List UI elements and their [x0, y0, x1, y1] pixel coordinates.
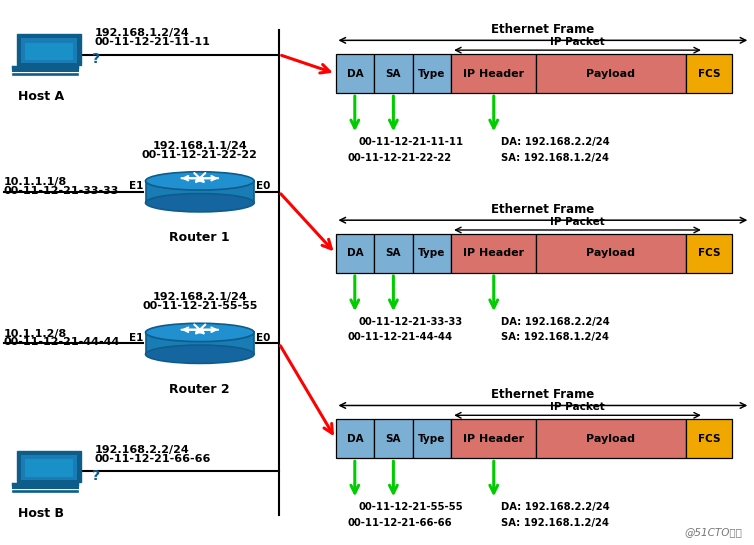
Text: IP Packet: IP Packet	[550, 37, 605, 47]
Text: Ethernet Frame: Ethernet Frame	[492, 203, 594, 216]
Bar	[374, 419, 412, 458]
Text: 00-11-12-21-33-33: 00-11-12-21-33-33	[359, 317, 463, 327]
Ellipse shape	[146, 345, 254, 364]
Ellipse shape	[146, 193, 254, 212]
Text: ?: ?	[93, 469, 100, 483]
Text: 00-11-12-21-66-66: 00-11-12-21-66-66	[94, 454, 210, 464]
Text: E0: E0	[256, 333, 271, 343]
Bar	[412, 54, 451, 93]
Text: 00-11-12-21-44-44: 00-11-12-21-44-44	[348, 332, 452, 342]
Text: SA: SA	[385, 434, 401, 444]
Text: 10.1.1.1/8: 10.1.1.1/8	[4, 177, 67, 187]
Text: IP Header: IP Header	[463, 249, 524, 258]
Text: Type: Type	[418, 434, 446, 444]
Text: 00-11-12-21-66-66: 00-11-12-21-66-66	[348, 518, 452, 528]
Text: DA: 192.168.2.2/24: DA: 192.168.2.2/24	[501, 317, 610, 327]
Text: FCS: FCS	[697, 434, 720, 444]
Text: Payload: Payload	[587, 249, 636, 258]
Ellipse shape	[146, 323, 254, 342]
FancyBboxPatch shape	[17, 34, 81, 65]
Bar	[412, 419, 451, 458]
Text: Host A: Host A	[18, 90, 65, 103]
Text: @51CTO博客: @51CTO博客	[685, 527, 743, 537]
Bar	[536, 419, 685, 458]
Text: 00-11-12-21-55-55: 00-11-12-21-55-55	[142, 301, 258, 311]
Bar	[685, 419, 732, 458]
Text: 00-11-12-21-33-33: 00-11-12-21-33-33	[4, 186, 119, 196]
Text: E1: E1	[129, 333, 143, 343]
Text: ?: ?	[93, 52, 100, 66]
Text: SA: SA	[385, 249, 401, 258]
Text: DA: DA	[347, 249, 363, 258]
FancyBboxPatch shape	[146, 332, 254, 354]
Text: DA: 192.168.2.2/24: DA: 192.168.2.2/24	[501, 502, 610, 512]
Text: 00-11-12-21-55-55: 00-11-12-21-55-55	[359, 502, 463, 512]
Text: SA: SA	[385, 69, 401, 78]
Text: Payload: Payload	[587, 69, 636, 78]
Text: Host B: Host B	[18, 507, 65, 520]
FancyBboxPatch shape	[146, 181, 254, 203]
Text: E0: E0	[256, 181, 271, 191]
Text: DA: DA	[347, 434, 363, 444]
Text: E1: E1	[129, 181, 143, 191]
FancyBboxPatch shape	[26, 43, 72, 60]
Bar	[336, 234, 374, 273]
Bar	[374, 54, 412, 93]
Text: 00-11-12-21-11-11: 00-11-12-21-11-11	[94, 37, 210, 47]
Text: Type: Type	[418, 69, 446, 78]
Text: FCS: FCS	[697, 249, 720, 258]
Bar	[451, 54, 536, 93]
Text: SA: 192.168.1.2/24: SA: 192.168.1.2/24	[501, 332, 609, 342]
Text: Ethernet Frame: Ethernet Frame	[492, 23, 594, 36]
FancyBboxPatch shape	[17, 451, 81, 482]
Text: 192.168.2.1/24: 192.168.2.1/24	[152, 292, 247, 302]
Text: 00-11-12-21-22-22: 00-11-12-21-22-22	[142, 150, 258, 160]
Text: Router 2: Router 2	[170, 383, 230, 396]
Text: DA: 192.168.2.2/24: DA: 192.168.2.2/24	[501, 137, 610, 147]
Ellipse shape	[146, 172, 254, 190]
Text: 00-11-12-21-22-22: 00-11-12-21-22-22	[348, 153, 452, 162]
Text: Payload: Payload	[587, 434, 636, 444]
Text: SA: 192.168.1.2/24: SA: 192.168.1.2/24	[501, 153, 609, 162]
FancyBboxPatch shape	[26, 459, 72, 477]
Text: 192.168.1.1/24: 192.168.1.1/24	[152, 141, 247, 150]
Text: 00-11-12-21-11-11: 00-11-12-21-11-11	[359, 137, 464, 147]
Text: SA: 192.168.1.2/24: SA: 192.168.1.2/24	[501, 518, 609, 528]
FancyBboxPatch shape	[21, 455, 78, 480]
Text: Type: Type	[418, 249, 446, 258]
Text: 00-11-12-21-44-44: 00-11-12-21-44-44	[4, 337, 120, 347]
Bar	[336, 419, 374, 458]
Text: Router 1: Router 1	[170, 231, 230, 244]
Bar	[685, 234, 732, 273]
Bar	[412, 234, 451, 273]
Text: IP Packet: IP Packet	[550, 217, 605, 227]
Text: IP Header: IP Header	[463, 434, 524, 444]
Text: IP Packet: IP Packet	[550, 402, 605, 412]
Bar	[451, 419, 536, 458]
Text: DA: DA	[347, 69, 363, 78]
Bar	[536, 234, 685, 273]
FancyBboxPatch shape	[21, 38, 78, 63]
Bar	[685, 54, 732, 93]
Text: 192.168.1.2/24: 192.168.1.2/24	[94, 28, 189, 38]
Bar	[536, 54, 685, 93]
Text: FCS: FCS	[697, 69, 720, 78]
Text: IP Header: IP Header	[463, 69, 524, 78]
Bar	[451, 234, 536, 273]
Bar	[374, 234, 412, 273]
Text: 10.1.1.2/8: 10.1.1.2/8	[4, 329, 67, 338]
Text: 192.168.2.2/24: 192.168.2.2/24	[94, 445, 189, 455]
Bar	[336, 54, 374, 93]
Text: Ethernet Frame: Ethernet Frame	[492, 388, 594, 401]
